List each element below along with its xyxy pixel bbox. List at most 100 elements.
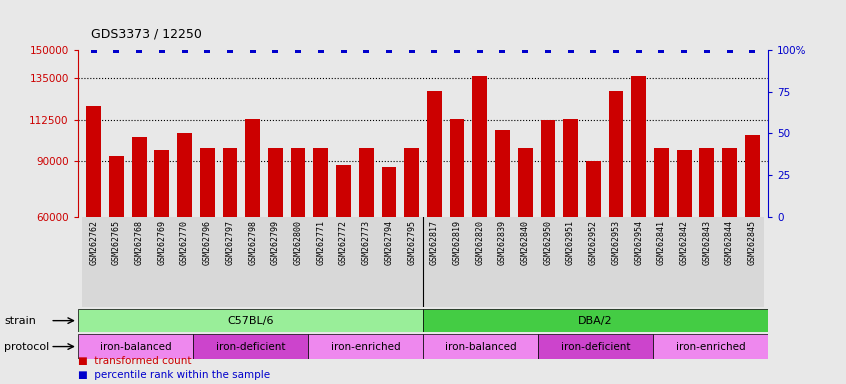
Text: iron-deficient: iron-deficient <box>561 341 630 352</box>
Bar <box>677 150 691 328</box>
Bar <box>128 217 151 307</box>
Bar <box>536 217 559 307</box>
Text: GSM262797: GSM262797 <box>226 220 234 265</box>
Text: GSM262800: GSM262800 <box>294 220 303 265</box>
Bar <box>673 217 695 307</box>
Bar <box>245 119 260 328</box>
Point <box>655 47 668 53</box>
Point <box>337 47 350 53</box>
Bar <box>423 217 446 307</box>
Bar <box>605 217 628 307</box>
Point <box>427 47 441 53</box>
Bar <box>695 217 718 307</box>
Text: GSM262953: GSM262953 <box>612 220 620 265</box>
Point <box>269 47 283 53</box>
Bar <box>450 119 464 328</box>
Text: GSM262954: GSM262954 <box>634 220 643 265</box>
Text: GSM262771: GSM262771 <box>316 220 326 265</box>
Point <box>201 47 214 53</box>
Point <box>87 47 101 53</box>
Bar <box>654 148 669 328</box>
Point <box>450 47 464 53</box>
Text: GSM262772: GSM262772 <box>339 220 348 265</box>
Text: GSM262765: GSM262765 <box>112 220 121 265</box>
Text: GSM262770: GSM262770 <box>180 220 189 265</box>
Bar <box>631 76 646 328</box>
Point <box>541 47 555 53</box>
Bar <box>287 217 310 307</box>
Point <box>405 47 419 53</box>
Bar <box>177 134 192 328</box>
Bar <box>423 309 768 332</box>
Point <box>700 47 714 53</box>
Text: GSM262773: GSM262773 <box>362 220 371 265</box>
Bar <box>495 130 510 328</box>
Text: GSM262799: GSM262799 <box>271 220 280 265</box>
Point <box>586 47 600 53</box>
Bar <box>722 148 737 328</box>
Bar <box>193 334 308 359</box>
Bar <box>469 217 492 307</box>
Point <box>563 47 577 53</box>
Point <box>314 47 327 53</box>
Bar <box>582 217 605 307</box>
Text: GSM262950: GSM262950 <box>543 220 552 265</box>
Bar <box>310 217 332 307</box>
Bar <box>336 165 351 328</box>
Text: protocol: protocol <box>4 341 49 352</box>
Bar <box>268 148 283 328</box>
Bar <box>151 217 173 307</box>
Bar <box>332 217 354 307</box>
Text: GSM262952: GSM262952 <box>589 220 598 265</box>
Bar <box>541 121 555 328</box>
Text: GSM262840: GSM262840 <box>520 220 530 265</box>
Bar <box>291 148 305 328</box>
Bar <box>538 334 653 359</box>
Text: GSM262769: GSM262769 <box>157 220 167 265</box>
Bar <box>741 217 764 307</box>
Text: GSM262796: GSM262796 <box>203 220 212 265</box>
Point <box>519 47 532 53</box>
Bar <box>78 309 423 332</box>
Point <box>110 47 124 53</box>
Text: GSM262844: GSM262844 <box>725 220 734 265</box>
Text: GSM262768: GSM262768 <box>135 220 144 265</box>
Bar <box>155 150 169 328</box>
Point <box>246 47 260 53</box>
Bar <box>518 148 533 328</box>
Bar <box>559 217 582 307</box>
Text: iron-enriched: iron-enriched <box>331 341 400 352</box>
Bar <box>218 217 241 307</box>
Bar <box>377 217 400 307</box>
Bar <box>700 148 714 328</box>
Text: iron-enriched: iron-enriched <box>676 341 745 352</box>
Bar <box>423 334 538 359</box>
Point <box>632 47 645 53</box>
Bar <box>586 161 601 328</box>
Point <box>360 47 373 53</box>
Bar <box>563 119 578 328</box>
Bar <box>404 148 419 328</box>
Text: ■  transformed count: ■ transformed count <box>78 356 191 366</box>
Point <box>223 47 237 53</box>
Text: GSM262794: GSM262794 <box>384 220 393 265</box>
Bar <box>109 156 124 328</box>
Text: GSM262843: GSM262843 <box>702 220 711 265</box>
Bar <box>200 148 215 328</box>
Point <box>678 47 691 53</box>
Bar <box>608 91 624 328</box>
Bar <box>82 217 105 307</box>
Bar <box>78 334 193 359</box>
Bar <box>650 217 673 307</box>
Text: GSM262839: GSM262839 <box>498 220 507 265</box>
Bar <box>132 137 146 328</box>
Bar <box>492 217 514 307</box>
Bar <box>222 148 238 328</box>
Bar <box>628 217 650 307</box>
Text: GSM262845: GSM262845 <box>748 220 757 265</box>
Text: DBA/2: DBA/2 <box>579 316 613 326</box>
Bar <box>86 106 102 328</box>
Text: GSM262842: GSM262842 <box>679 220 689 265</box>
Point <box>745 47 759 53</box>
Text: GSM262951: GSM262951 <box>566 220 575 265</box>
